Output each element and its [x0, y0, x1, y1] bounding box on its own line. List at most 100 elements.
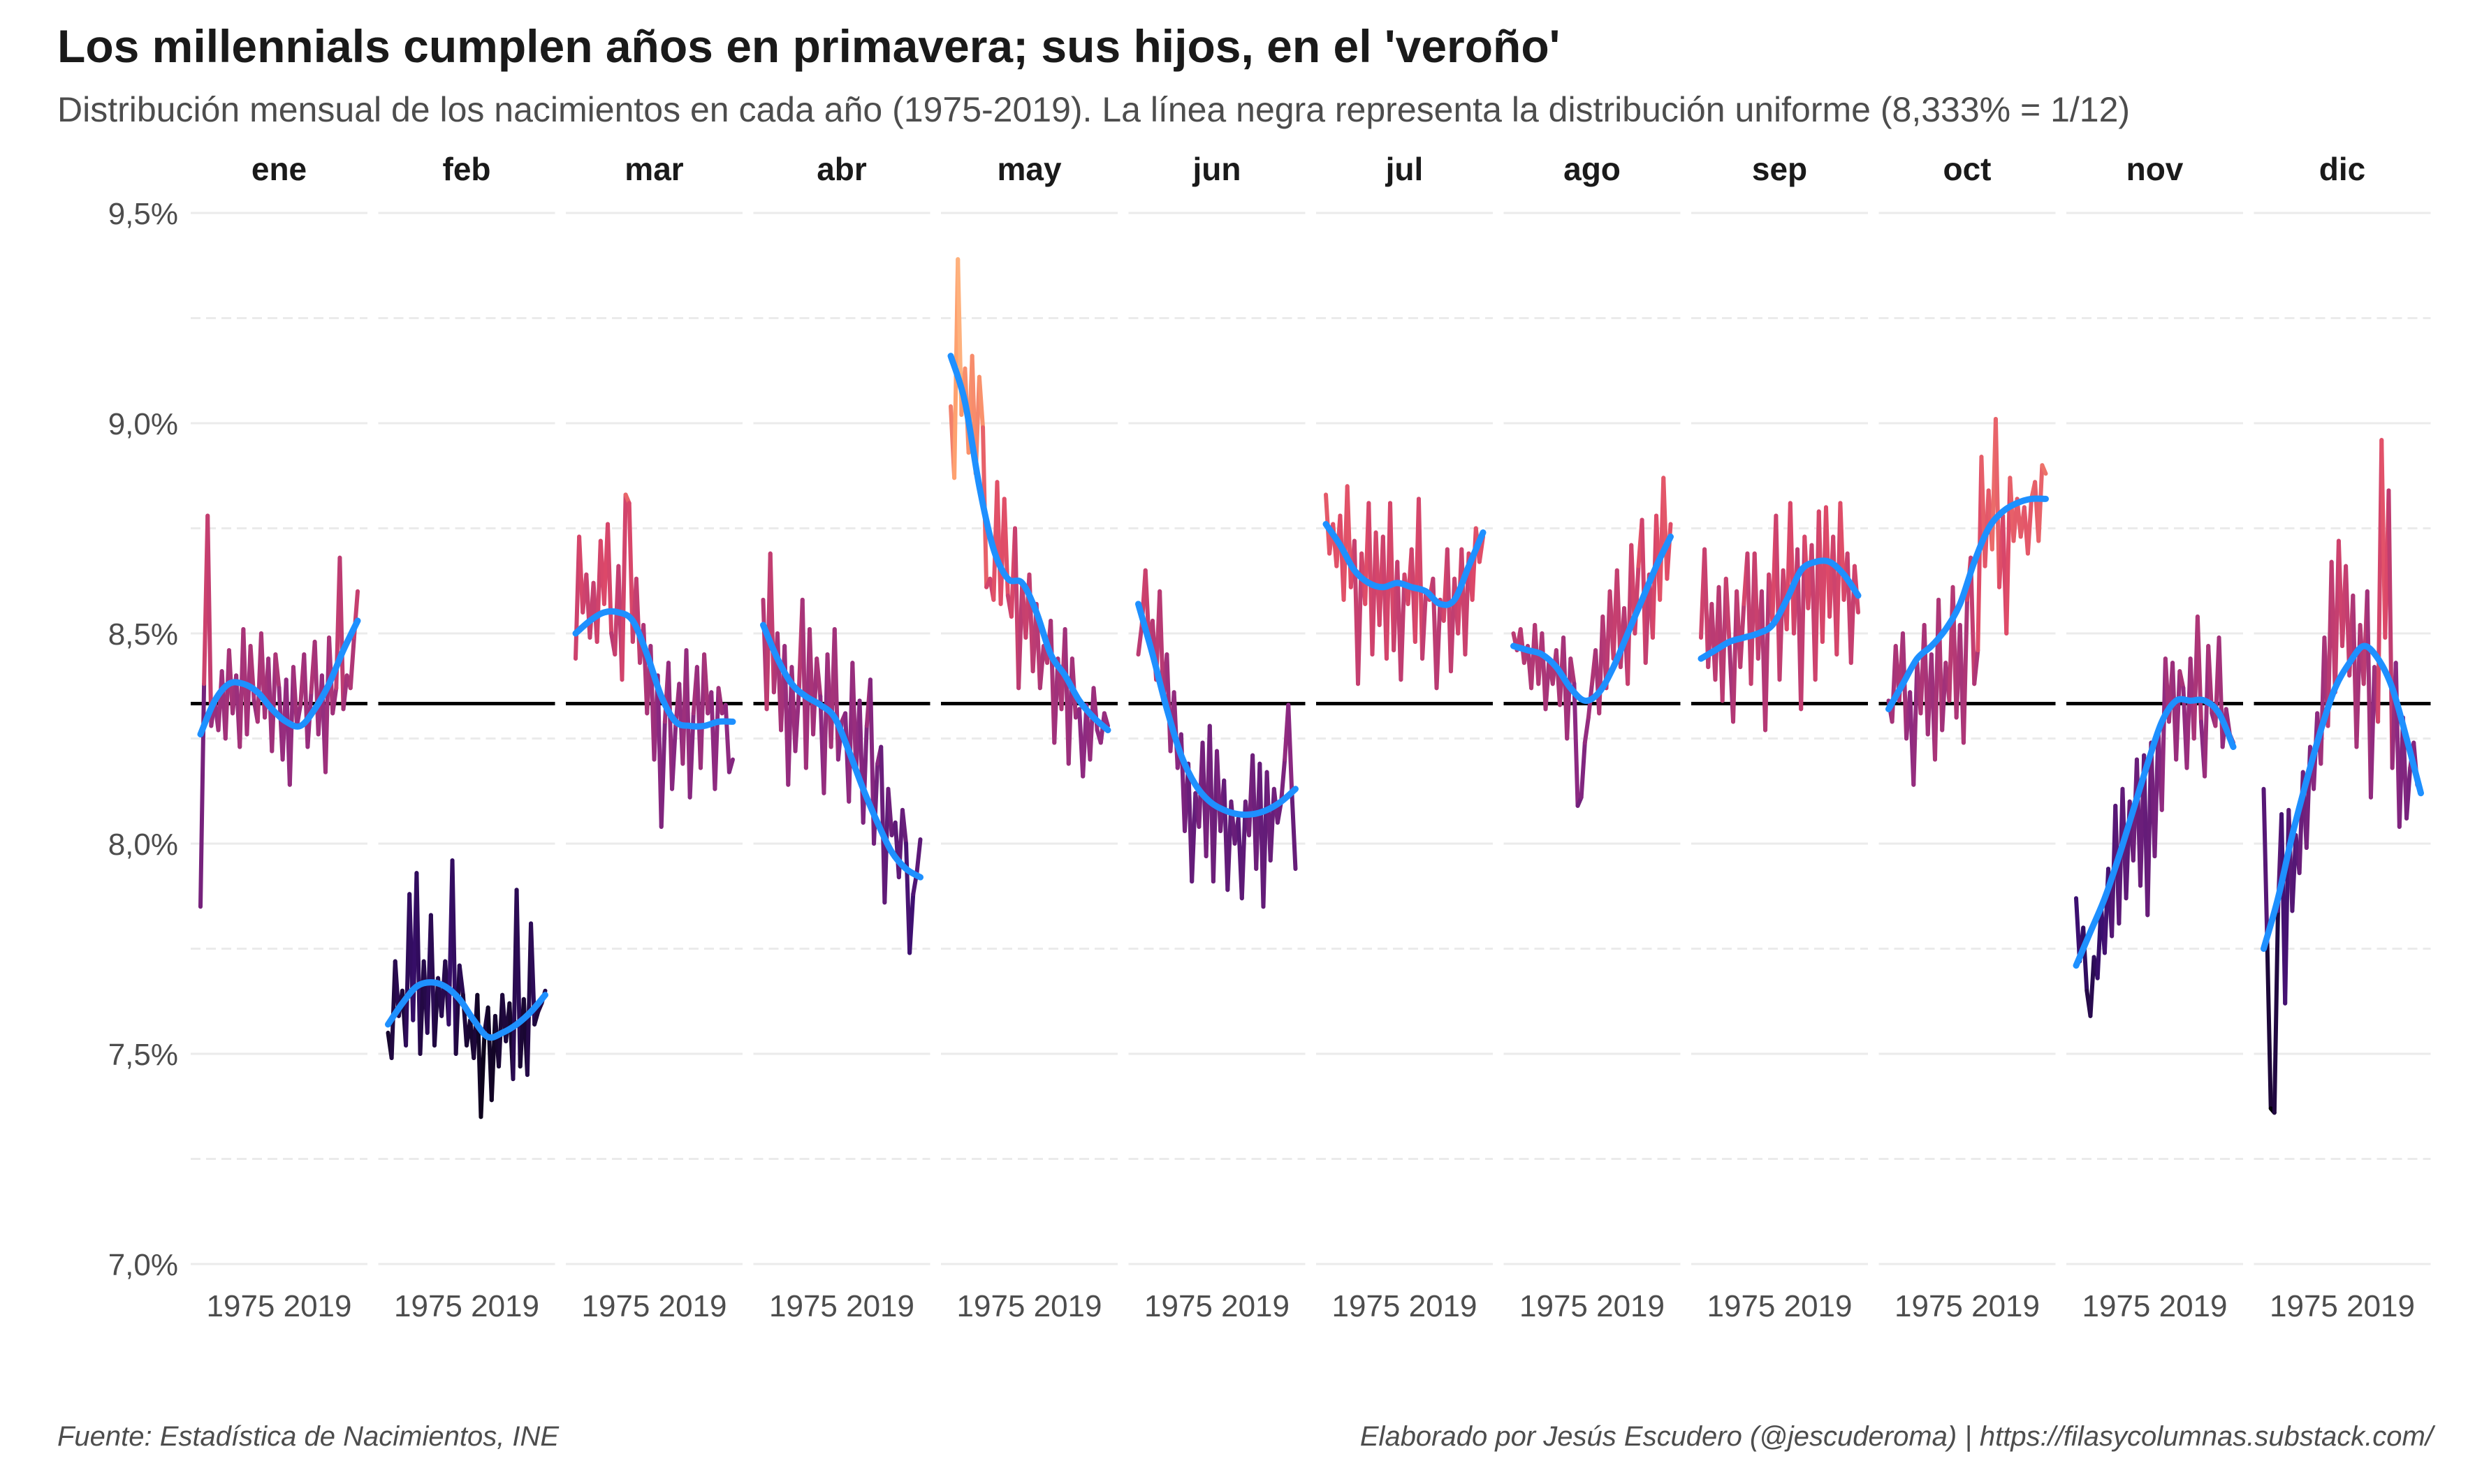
series-segment-dic [2386, 488, 2395, 770]
facet-label-ene: ene [251, 151, 307, 187]
facet-label-may: may [997, 151, 1061, 187]
series-segment-dic [2261, 786, 2270, 947]
series-segment-abr [832, 626, 840, 762]
series-segment-may [977, 374, 986, 430]
series-segment-ene [348, 636, 356, 691]
series-segment-nov [2081, 925, 2089, 993]
series-segment-abr [907, 892, 916, 955]
trend-line-jun [1135, 601, 1299, 818]
author-caption: Elaborado por Jesús Escudero (@jescudero… [1359, 1421, 2433, 1452]
facet-label-feb: feb [443, 151, 491, 187]
series-segment-nov [2177, 669, 2186, 691]
series-segment-abr [815, 656, 823, 699]
trend-line-ago [1510, 534, 1674, 704]
series-segment-oct [2040, 463, 2048, 476]
series-segment-nov [2217, 636, 2225, 749]
series-segment-abr [886, 786, 894, 837]
x-tick-labels: 1975 2019 [2082, 1289, 2228, 1323]
series-segment-jun [1286, 703, 1294, 795]
trend-line-abr [760, 622, 923, 881]
series-segment-mar [620, 492, 628, 682]
y-tick-label: 7,0% [108, 1248, 178, 1282]
series-segment-jul [1434, 597, 1443, 691]
series-segment-jun [1279, 757, 1287, 804]
series-segment-mar [702, 652, 710, 716]
series-segment-nov [2088, 955, 2096, 1018]
series-segment-ene [295, 703, 303, 728]
x-tick-labels: 1975 2019 [394, 1289, 539, 1323]
trend-line-ene [197, 617, 361, 737]
series-segment-ene [198, 682, 207, 909]
facet-label-mar: mar [625, 151, 683, 187]
series-segment-ene [205, 513, 214, 728]
faceted-line-chart: 7,0% 7,5% 8,0% 8,5% 9,0% 9,5% ene 1975 2019 feb 1… [108, 151, 2431, 1323]
series-segment-oct [2036, 463, 2045, 543]
series-segment-ago [1572, 682, 1580, 808]
trend-line-nov [2073, 696, 2237, 969]
y-tick-label: 9,5% [108, 197, 178, 231]
series-segment-jun [1290, 791, 1298, 872]
series-segment-mar [713, 686, 721, 791]
y-tick-label: 9,0% [108, 407, 178, 441]
trend-line-feb [385, 979, 548, 1041]
chart-title: Los millennials cumplen años en primaver… [57, 20, 1561, 72]
series-segment-sep [1723, 576, 1732, 649]
x-tick-labels: 1975 2019 [1894, 1289, 2040, 1323]
series-segment-ene [291, 665, 300, 728]
trend-line-mar [572, 608, 736, 730]
trend-line-dic [2261, 642, 2424, 952]
facet-label-jul: jul [1385, 151, 1424, 187]
series-segment-feb [457, 963, 465, 997]
series-segment-ago [1582, 715, 1591, 745]
series-segment-nov [2195, 614, 2203, 724]
series-segment-oct [1961, 597, 1969, 745]
chart-subtitle: Distribución mensual de los nacimientos … [57, 90, 2131, 129]
series-segment-mar [716, 686, 724, 716]
source-caption: Fuente: Estadística de Nacimientos, INE [57, 1421, 560, 1452]
x-tick-labels: 1975 2019 [207, 1289, 352, 1323]
trend-line-may [947, 353, 1111, 733]
series-segment-ago [1665, 522, 1673, 581]
series-segment-jun [1190, 791, 1198, 884]
series-segment-ene [273, 652, 282, 691]
x-tick-labels: 1975 2019 [1332, 1289, 1477, 1323]
x-tick-labels: 1975 2019 [1707, 1289, 1853, 1323]
x-tick-labels: 1975 2019 [1144, 1289, 1290, 1323]
trend-line-sep [1698, 557, 1862, 662]
series-segment-jul [1420, 589, 1429, 661]
series-segment-ene [341, 673, 349, 712]
series-segment-feb [532, 1009, 541, 1027]
series-segment-mar [723, 703, 731, 774]
facet-label-nov: nov [2126, 151, 2184, 187]
series-segment-jun [1136, 622, 1144, 657]
x-tick-labels: 1975 2019 [1519, 1289, 1665, 1323]
series-segment-abr [793, 690, 801, 754]
x-tick-labels: 1975 2019 [2270, 1289, 2415, 1323]
series-segment-sep [1763, 572, 1772, 733]
series-segment-nov [2174, 669, 2182, 762]
series-segment-dic [2272, 909, 2280, 1115]
series-segment-ene [330, 686, 339, 716]
series-segment-ene [270, 652, 278, 754]
series-segment-abr [861, 723, 869, 825]
series-segment-feb [479, 1030, 487, 1119]
series-segment-ene [337, 555, 346, 712]
series-segment-mar [670, 723, 678, 791]
series-segment-may [1102, 711, 1110, 728]
trend-line-oct [1885, 495, 2049, 712]
series-segment-mar [727, 757, 735, 774]
series-segment-mar [659, 719, 667, 829]
series-segment-feb [453, 963, 462, 1056]
series-segment-abr [900, 807, 909, 846]
series-segment-jul [1399, 572, 1407, 682]
series-segment-abr [914, 837, 923, 876]
y-tick-label: 7,5% [108, 1038, 178, 1072]
facet-label-jun: jun [1192, 151, 1241, 187]
facet-label-sep: sep [1752, 151, 1807, 187]
series-segment-dic [2404, 765, 2413, 821]
facet-label-ago: ago [1563, 151, 1621, 187]
series-segment-ago [1579, 740, 1587, 800]
series-segment-oct [1972, 648, 1980, 686]
x-tick-labels: 1975 2019 [769, 1289, 914, 1323]
facet-label-oct: oct [1943, 151, 1992, 187]
